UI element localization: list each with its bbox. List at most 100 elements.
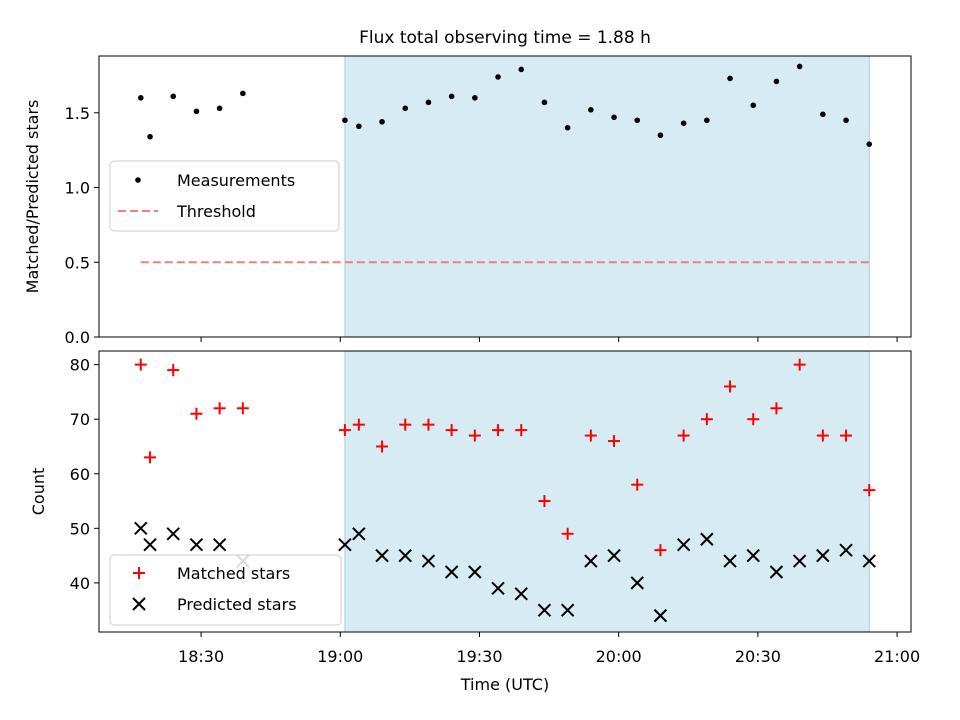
predicted-star-point xyxy=(560,603,575,617)
predicted-star-point xyxy=(700,532,714,546)
predicted-star-point xyxy=(862,554,876,568)
measurement-point xyxy=(820,111,826,118)
top-x-ticks xyxy=(200,337,898,342)
measurement-point xyxy=(611,114,617,121)
predicted-star-point xyxy=(398,548,412,563)
predicted-star-point xyxy=(491,581,505,596)
predicted-star-point xyxy=(816,548,830,563)
matched-star-point xyxy=(515,424,528,437)
predicted-star-point xyxy=(653,608,668,623)
measurement-point xyxy=(866,141,873,147)
predicted-star-point xyxy=(723,554,737,568)
predicted-star-point xyxy=(537,603,552,617)
predicted-star-point xyxy=(468,565,482,579)
bottom-y-tick-label: 80 xyxy=(70,356,90,375)
bottom-legend: Matched stars Predicted stars xyxy=(109,554,342,626)
observing-span-top xyxy=(344,55,870,338)
legend-matched-marker xyxy=(133,567,145,579)
predicted-star-point xyxy=(134,521,148,536)
matched-star-point xyxy=(352,418,365,431)
measurement-point xyxy=(216,105,223,112)
measurement-point xyxy=(137,95,144,101)
matched-star-point xyxy=(700,413,713,426)
predicted-star-point xyxy=(746,548,760,563)
bottom-legend-box xyxy=(109,554,342,626)
measurement-point xyxy=(342,117,348,124)
measurement-point xyxy=(564,124,571,131)
bottom-y-axis-label: Count xyxy=(29,468,48,516)
predicted-star-point xyxy=(839,543,853,557)
legend-measurements-label: Measurements xyxy=(177,171,295,190)
matched-star-points xyxy=(134,358,876,557)
top-y-axis-label: Matched/Predicted stars xyxy=(23,100,42,294)
matched-star-point xyxy=(816,429,829,442)
observing-span-bottom xyxy=(344,350,870,633)
legend-threshold-label: Threshold xyxy=(176,202,256,221)
measurement-point xyxy=(402,105,409,112)
measurement-point xyxy=(518,66,525,73)
predicted-star-point xyxy=(630,576,644,590)
predicted-star-point xyxy=(166,527,180,541)
x-axis-label: Time (UTC) xyxy=(460,675,549,694)
measurement-point xyxy=(634,117,641,124)
bottom-y-tick-label: 50 xyxy=(70,519,90,538)
bottom-axes-frame xyxy=(98,350,912,633)
matched-star-point xyxy=(561,527,574,540)
predicted-star-point xyxy=(338,537,352,552)
predicted-star-point xyxy=(769,565,784,579)
matched-star-point xyxy=(747,413,760,426)
measurement-point xyxy=(796,63,803,70)
legend-predicted-marker xyxy=(132,597,146,611)
measurement-point xyxy=(843,117,849,124)
measurement-point xyxy=(170,93,177,100)
x-tick-label: 19:00 xyxy=(317,647,363,666)
matched-star-point xyxy=(538,495,551,508)
top-y-tick-label: 0.5 xyxy=(65,253,90,272)
predicted-star-point xyxy=(514,587,528,601)
predicted-star-point xyxy=(676,537,691,552)
matched-star-point xyxy=(399,418,412,431)
measurement-point xyxy=(727,75,733,82)
matched-star-point xyxy=(584,429,597,442)
matched-star-point xyxy=(654,544,667,557)
matched-star-point xyxy=(422,418,435,431)
top-y-tick-label: 0.0 xyxy=(65,328,90,347)
measurement-point xyxy=(773,78,780,85)
top-legend-box xyxy=(109,160,340,232)
bottom-y-tick-label: 60 xyxy=(70,465,90,484)
matched-star-point xyxy=(492,424,505,437)
matched-star-point xyxy=(236,402,249,415)
measurement-point xyxy=(680,120,687,127)
predicted-star-point xyxy=(421,554,436,568)
measurement-point xyxy=(588,107,594,113)
measurement-point xyxy=(657,132,664,139)
matched-star-point xyxy=(213,402,226,415)
x-tick-label: 21:00 xyxy=(874,647,920,666)
matched-star-point xyxy=(338,424,351,437)
predicted-star-point xyxy=(143,537,157,552)
measurement-point xyxy=(472,95,478,101)
x-tick-label: 19:30 xyxy=(456,647,502,666)
predicted-star-point xyxy=(375,548,389,563)
matched-star-point xyxy=(608,435,621,448)
top-panel: 0.0 0.5 1.0 1.5 Matched/Predicted stars Mea… xyxy=(23,55,912,347)
matched-star-point xyxy=(793,358,806,371)
matched-star-point xyxy=(144,451,157,464)
predicted-star-point xyxy=(584,554,598,568)
matched-star-point xyxy=(863,484,876,497)
legend-measurements-marker xyxy=(135,177,141,183)
top-axes-frame xyxy=(98,55,912,338)
top-y-tick-label: 1.5 xyxy=(65,104,90,123)
measurement-point xyxy=(495,74,501,80)
predicted-star-point xyxy=(607,548,621,563)
x-tick-label: 18:30 xyxy=(178,647,224,666)
bottom-y-tick-label: 40 xyxy=(70,574,90,593)
bottom-panel: 40 50 60 70 80 18:30 19:00 19:30 20:00 20:30 21:0… xyxy=(29,350,920,694)
legend-matched-label: Matched stars xyxy=(177,564,290,583)
matched-star-point xyxy=(134,358,147,371)
matched-star-point xyxy=(631,478,644,491)
predicted-star-point xyxy=(352,527,366,541)
top-legend: Measurements Threshold xyxy=(109,160,340,232)
measurement-point xyxy=(379,118,385,125)
matched-star-point xyxy=(770,402,783,415)
